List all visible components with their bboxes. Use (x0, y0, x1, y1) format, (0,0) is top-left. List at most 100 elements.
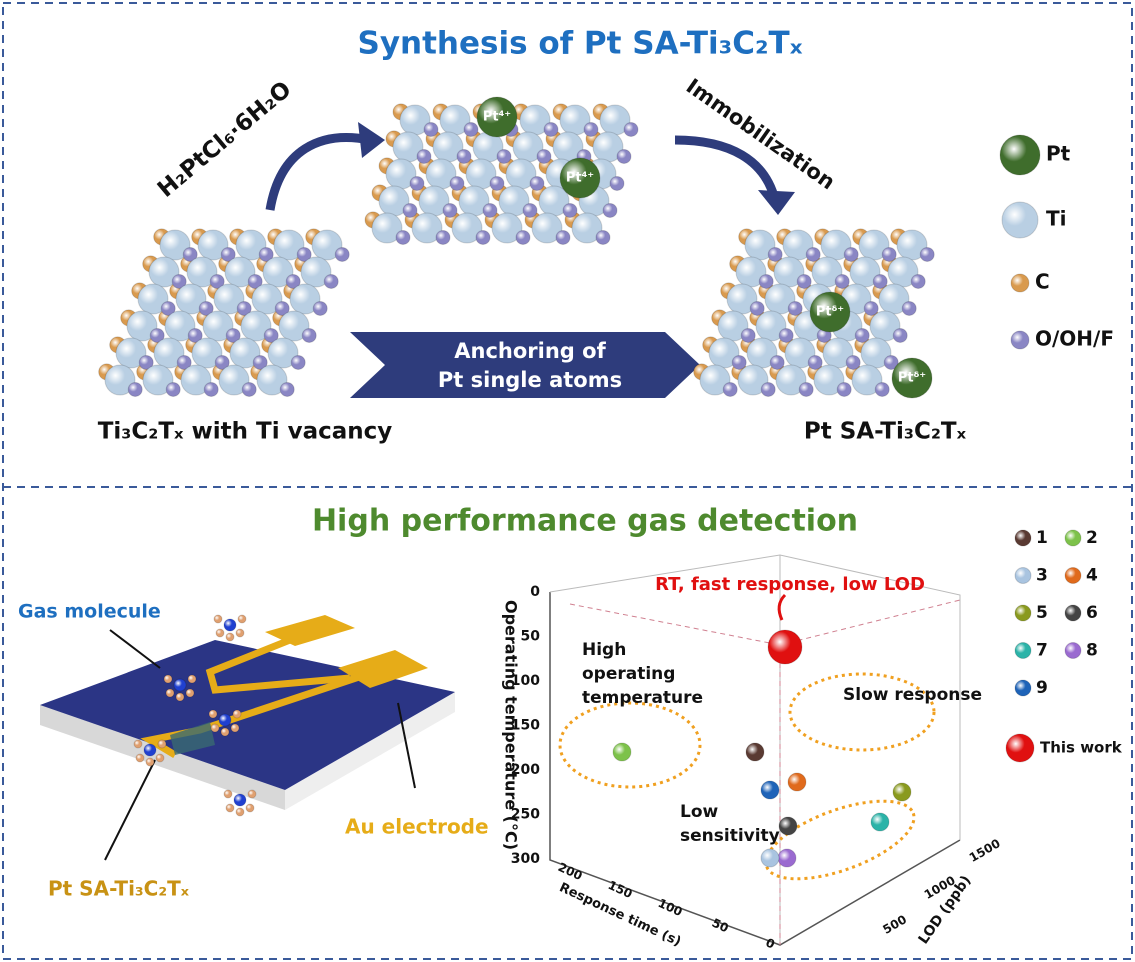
lattices (98, 96, 935, 399)
molecule (233, 793, 247, 807)
atom (220, 246, 236, 262)
annotation: Slow response (843, 685, 982, 705)
atom (267, 337, 299, 369)
legend-marker (1014, 529, 1032, 547)
atom (740, 327, 756, 343)
atom (482, 202, 498, 218)
arrow-label: Pt single atoms (438, 368, 622, 392)
atom (883, 354, 899, 370)
atom (475, 229, 491, 245)
atom (176, 354, 192, 370)
legend-marker (1064, 642, 1082, 659)
molecule (173, 678, 187, 692)
title: High performance gas detection (312, 504, 858, 539)
legend-label: 4 (1086, 566, 1098, 586)
atom-label: Ptᵟ⁺ (816, 305, 844, 320)
atom (571, 212, 603, 244)
atom (153, 337, 185, 369)
molecule (223, 789, 233, 799)
atom (142, 364, 174, 396)
molecule (187, 674, 197, 684)
atom (423, 121, 439, 137)
atom (778, 327, 794, 343)
atom (323, 273, 339, 289)
atom (301, 327, 317, 343)
molecule (225, 803, 235, 813)
atom (731, 354, 747, 370)
legend-marker (1014, 567, 1032, 584)
z-tick-label: 250 (511, 807, 540, 823)
atom (213, 283, 245, 315)
pt-atom (559, 157, 601, 199)
atom (843, 246, 859, 262)
atom (489, 175, 505, 191)
title: Synthesis of Pt SA-Ti₃C₂Tₓ (358, 26, 803, 62)
atom (863, 300, 879, 316)
y-tick-label: 1500 (967, 836, 1003, 865)
atom (845, 354, 861, 370)
atom (224, 256, 256, 288)
atom (300, 256, 332, 288)
atom-label: Pt⁴⁺ (483, 110, 511, 125)
atom (137, 283, 169, 315)
molecule (145, 757, 155, 767)
atom (218, 364, 250, 396)
atom (311, 229, 343, 261)
atom (609, 175, 625, 191)
data-point (778, 816, 798, 836)
atom (595, 229, 611, 245)
annotation: RT, fast response, low LOD (655, 574, 925, 595)
legend-marker (1005, 733, 1035, 763)
atom (798, 381, 814, 397)
atom (104, 364, 136, 396)
x-tick-label: 50 (710, 916, 731, 936)
atom (456, 148, 472, 164)
atom (371, 212, 403, 244)
atom (416, 148, 432, 164)
legend-marker (1064, 567, 1082, 584)
atom (203, 381, 219, 397)
molecule (210, 723, 220, 733)
legend-label: This work (1040, 739, 1123, 757)
atom (241, 381, 257, 397)
atom (236, 300, 252, 316)
atom (312, 300, 328, 316)
atom (851, 364, 883, 396)
data-point (767, 629, 803, 665)
atom (164, 310, 196, 342)
atom (402, 202, 418, 218)
legend-label: 7 (1036, 641, 1048, 661)
molecule (220, 727, 230, 737)
atom (126, 310, 158, 342)
plot (549, 554, 961, 946)
arrow (674, 135, 780, 202)
atom (171, 273, 187, 289)
molecule (163, 674, 173, 684)
atom (529, 175, 545, 191)
atom (583, 121, 599, 137)
atom (240, 310, 272, 342)
legend-label: Pt (1046, 142, 1071, 166)
device-label: Pt SA-Ti₃C₂Tₓ (48, 877, 190, 901)
annotation: temperature (582, 688, 703, 708)
pt-atom (891, 357, 933, 399)
z-tick-label: 50 (521, 629, 541, 645)
atom (296, 246, 312, 262)
atom (722, 381, 738, 397)
atom (202, 310, 234, 342)
atom (562, 202, 578, 218)
atom (149, 327, 165, 343)
atom (263, 327, 279, 343)
molecule (133, 739, 143, 749)
data-point (760, 780, 780, 800)
atom (160, 300, 176, 316)
device-label: Gas molecule (18, 601, 161, 623)
arrow-label: Anchoring of (454, 339, 606, 363)
atom (775, 364, 807, 396)
atom (229, 337, 261, 369)
atom (256, 364, 288, 396)
atom (555, 229, 571, 245)
data-point (787, 772, 807, 792)
atom (699, 364, 731, 396)
atom (115, 337, 147, 369)
